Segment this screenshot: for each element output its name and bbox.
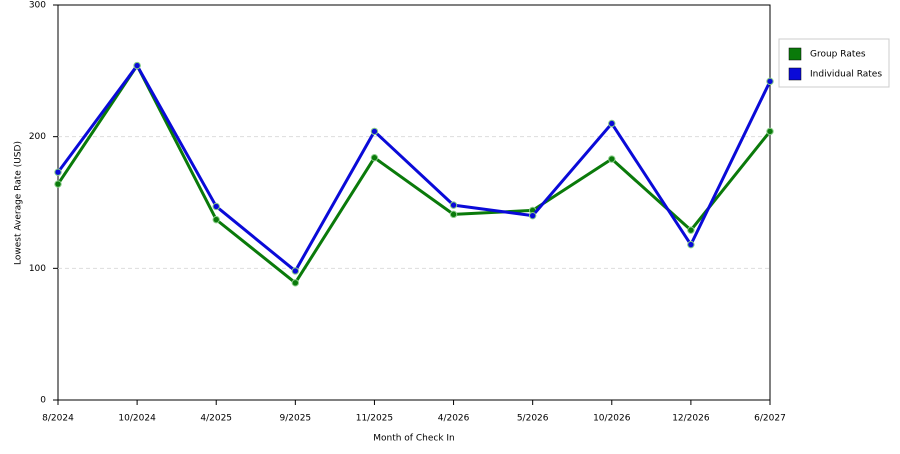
- x-tick-label: 12/2026: [672, 414, 710, 424]
- point: [766, 127, 774, 136]
- y-tick-label: 200: [29, 132, 46, 142]
- point: [54, 168, 62, 176]
- point: [766, 77, 774, 86]
- x-axis-label: Month of Check In: [373, 434, 455, 444]
- point: [370, 154, 379, 162]
- y-tick-label: 100: [29, 264, 46, 274]
- point: [291, 279, 300, 287]
- point: [449, 201, 458, 209]
- point: [687, 226, 695, 234]
- point: [687, 240, 695, 249]
- point: [212, 202, 220, 211]
- y-tick-label: 300: [29, 1, 46, 11]
- point: [212, 215, 220, 224]
- series-line: [56, 64, 772, 273]
- legend-swatch: [788, 67, 802, 81]
- x-tick-label: 5/2026: [517, 414, 549, 424]
- x-tick-label: 8/2024: [42, 414, 74, 424]
- point: [54, 180, 62, 188]
- x-tick-label: 11/2025: [356, 414, 393, 424]
- x-tick-label: 10/2026: [593, 414, 631, 424]
- x-tick-label: 9/2025: [279, 414, 311, 424]
- point: [449, 210, 458, 219]
- point: [608, 155, 616, 163]
- x-tick-label: 4/2025: [200, 414, 232, 424]
- point: [133, 61, 141, 70]
- plot-frame: [57, 4, 771, 401]
- series-line: [56, 64, 772, 285]
- point: [528, 211, 537, 220]
- legend-swatch: [788, 47, 802, 61]
- legend-label: Group Rates: [810, 50, 866, 60]
- point: [608, 119, 616, 128]
- x-tick-label: 10/2024: [118, 414, 156, 424]
- point: [291, 267, 300, 275]
- y-tick-label: 0: [40, 396, 46, 406]
- legend-label: Individual Rates: [810, 70, 882, 80]
- y-axis-label: Lowest Average Rate (USD): [14, 141, 24, 265]
- x-tick-label: 4/2026: [438, 414, 470, 424]
- x-tick-label: 6/2027: [754, 414, 786, 424]
- point: [370, 127, 379, 136]
